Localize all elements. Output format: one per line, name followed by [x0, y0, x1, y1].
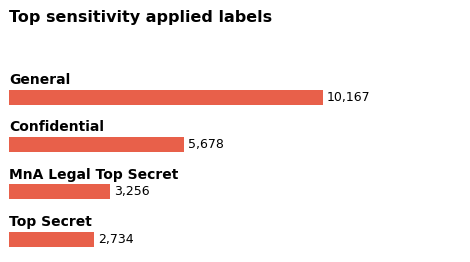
Text: 5,678: 5,678 — [188, 138, 224, 151]
Bar — [9, 90, 323, 105]
Text: Top Secret: Top Secret — [9, 215, 92, 229]
Bar — [9, 137, 184, 152]
Text: Top sensitivity applied labels: Top sensitivity applied labels — [9, 10, 273, 25]
Text: 2,734: 2,734 — [98, 233, 133, 245]
Text: General: General — [9, 73, 70, 87]
Text: 3,256: 3,256 — [114, 185, 149, 198]
Bar — [9, 184, 110, 199]
Bar — [9, 232, 94, 247]
Text: Confidential: Confidential — [9, 121, 104, 134]
Text: 10,167: 10,167 — [327, 91, 370, 104]
Text: MnA Legal Top Secret: MnA Legal Top Secret — [9, 168, 179, 182]
